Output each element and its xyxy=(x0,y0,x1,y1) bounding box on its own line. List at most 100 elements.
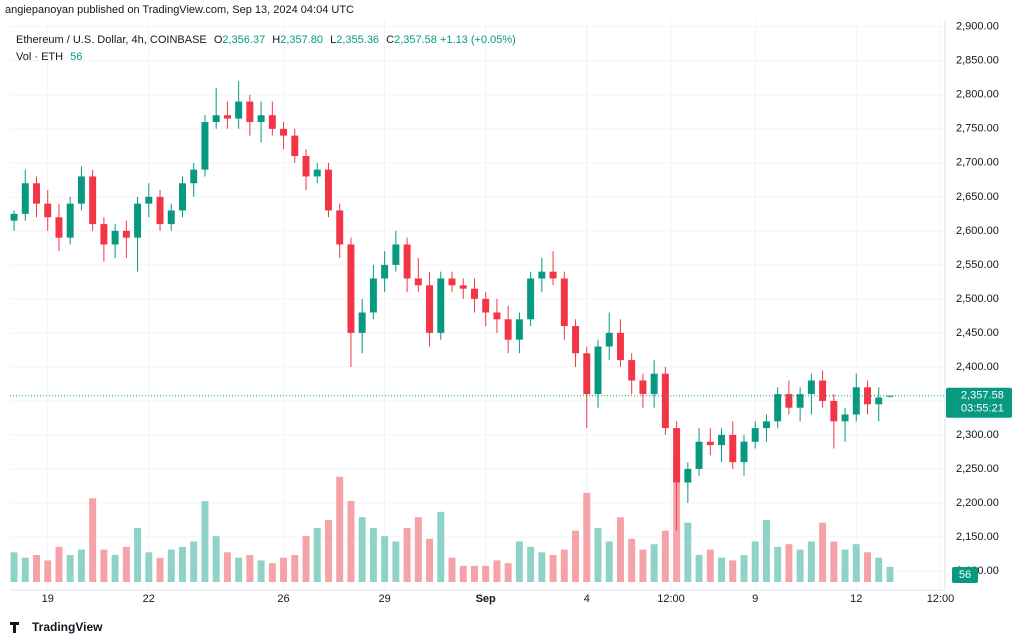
volume-bar xyxy=(156,557,164,582)
candle-body xyxy=(560,278,568,327)
volume-bar xyxy=(785,544,793,582)
candle-body xyxy=(785,394,793,408)
volume-bar xyxy=(179,546,186,582)
candle-body xyxy=(280,128,288,136)
candle-body xyxy=(819,380,827,401)
x-tick-label: 9 xyxy=(752,593,758,605)
candle-body xyxy=(740,441,748,463)
volume-bar xyxy=(661,530,669,582)
volume-bar xyxy=(212,536,220,582)
axes: 2,100.002,150.002,200.002,250.002,300.00… xyxy=(10,21,1012,605)
candle-body xyxy=(100,224,108,245)
volume-tag xyxy=(952,567,978,583)
volume-bar xyxy=(706,549,714,582)
candle-body xyxy=(470,288,478,299)
volume-bar xyxy=(740,555,748,582)
volume-bar xyxy=(336,476,344,582)
volume-bar xyxy=(470,565,478,582)
volume-bar xyxy=(729,560,737,582)
candle-body xyxy=(122,230,130,238)
y-tick-label: 2,500.00 xyxy=(956,293,999,305)
y-tick-label: 2,150.00 xyxy=(956,531,999,543)
volume-bar xyxy=(448,557,456,582)
volume-bar xyxy=(324,519,332,582)
candle-body xyxy=(650,373,658,395)
candle-body xyxy=(515,319,523,340)
candle-body xyxy=(223,115,231,119)
candle-body xyxy=(493,312,501,320)
candle-body xyxy=(639,380,647,395)
candle-body xyxy=(134,203,142,238)
volume-bar xyxy=(369,528,377,582)
candle-body xyxy=(403,244,411,279)
ohlc-value: 2,356.37 xyxy=(222,34,266,46)
volume-bar xyxy=(44,560,52,582)
volume-bar xyxy=(796,549,804,582)
candle-body xyxy=(156,196,164,225)
candle-body xyxy=(796,394,804,408)
candle-body xyxy=(661,373,669,429)
symbol: Ethereum / U.S. Dollar, 4h, COINBASE xyxy=(16,34,207,46)
ohlc-key: L xyxy=(330,34,337,46)
volume-bar xyxy=(751,541,759,582)
candle-body xyxy=(111,230,119,245)
volume-bar xyxy=(875,557,883,582)
candle-body xyxy=(852,387,860,415)
candle-body xyxy=(33,183,40,204)
candle-body xyxy=(718,434,726,446)
candle-body xyxy=(538,271,546,279)
candle-body xyxy=(179,183,186,211)
legend-line: Ethereum / U.S. Dollar, 4h, COINBASE O2,… xyxy=(16,34,516,46)
candle-body xyxy=(44,203,52,218)
volume-bar xyxy=(21,557,29,582)
last-price-label: 2,357.58 xyxy=(961,390,1004,402)
ohlc-value: 2,355.36 xyxy=(336,34,380,46)
volume-bar xyxy=(437,511,445,582)
volume-bar xyxy=(414,517,422,582)
candle-body xyxy=(246,101,254,123)
header: angiepanoyan published on TradingView.co… xyxy=(5,4,354,16)
candle-body xyxy=(55,217,63,238)
volume-bar xyxy=(392,541,400,582)
x-tick-label: 26 xyxy=(277,593,289,605)
candle-body xyxy=(616,332,624,361)
candle-body xyxy=(324,169,332,211)
x-tick-label: 4 xyxy=(584,593,590,605)
volume-bar xyxy=(695,555,703,582)
volume-bar xyxy=(504,563,512,582)
change: +1.13 (+0.05%) xyxy=(439,34,516,46)
candle-body xyxy=(257,115,265,123)
candle-body xyxy=(841,414,849,422)
y-tick-label: 2,300.00 xyxy=(956,429,999,441)
volume-bar xyxy=(482,565,490,582)
candle-body xyxy=(706,441,714,446)
volume-bar xyxy=(66,555,74,582)
candle-body xyxy=(313,169,321,177)
volume-bar xyxy=(493,560,501,582)
volume-bar xyxy=(302,536,310,582)
volume-bar xyxy=(89,498,97,582)
volume-bar xyxy=(560,549,568,582)
volume-bar xyxy=(55,546,63,582)
candle-body xyxy=(437,278,445,333)
volume-bar xyxy=(280,557,288,582)
candle-body xyxy=(89,176,97,225)
candle-body xyxy=(459,285,467,289)
candle-body xyxy=(448,278,456,286)
x-tick-label: 29 xyxy=(379,593,391,605)
candle-body xyxy=(212,115,220,123)
y-tick-label: 2,450.00 xyxy=(956,327,999,339)
ohlc-value: 2,357.58 xyxy=(394,34,437,46)
candle-body xyxy=(268,115,276,129)
last-price-tag xyxy=(946,387,1012,418)
candle-body xyxy=(235,101,243,119)
candle-body xyxy=(66,203,74,238)
volume-bar xyxy=(77,549,85,582)
candle-body xyxy=(414,278,422,286)
volume-bar xyxy=(100,549,108,582)
volume-bar xyxy=(650,544,658,582)
volume-bar xyxy=(347,501,355,582)
volume-bar xyxy=(639,549,647,582)
ohlc-key: O xyxy=(213,34,223,46)
volume-bar xyxy=(190,541,198,582)
